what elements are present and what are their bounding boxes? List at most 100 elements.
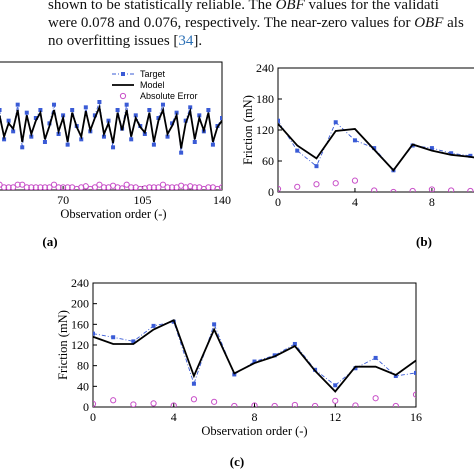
target-point xyxy=(373,355,378,360)
error-point xyxy=(164,184,171,190)
plot-frame xyxy=(92,282,417,408)
error-point xyxy=(190,396,198,403)
error-point xyxy=(428,186,436,192)
panel-label-b: (b) xyxy=(416,234,432,249)
y-tick-label: 180 xyxy=(256,92,274,106)
error-point xyxy=(467,187,474,192)
panel-label-a: (a) xyxy=(42,234,57,249)
error-point xyxy=(37,184,44,190)
x-tick-label: 0 xyxy=(275,195,281,209)
error-point xyxy=(332,397,339,404)
target-point xyxy=(174,110,179,115)
error-point xyxy=(372,395,379,402)
error-point xyxy=(412,391,416,398)
target-point xyxy=(142,132,147,136)
legend-item-label: Model xyxy=(140,80,165,90)
target-point xyxy=(0,108,2,112)
error-point xyxy=(28,184,35,190)
y-tick-label: 120 xyxy=(71,338,89,352)
chart-panel-c: 0 40 80 120 160 200 240 0 4 8 12 16 Observation orde… xyxy=(56,276,422,469)
target-point xyxy=(197,113,202,118)
citation-link[interactable]: 34 xyxy=(178,33,194,49)
error-point xyxy=(119,185,126,190)
error-point xyxy=(291,401,298,407)
paragraph-line-2c: als xyxy=(443,15,464,31)
error-point xyxy=(150,400,157,407)
error-point xyxy=(218,184,222,190)
error-point xyxy=(32,184,39,190)
target-point xyxy=(106,118,111,123)
target-point xyxy=(92,113,97,118)
target-point xyxy=(133,113,138,118)
y-tick-label: 80 xyxy=(77,359,89,373)
y-tick-label: 0 xyxy=(83,400,89,414)
target-point xyxy=(151,142,156,147)
target-point xyxy=(179,150,184,155)
x-axis-label: Observation order (-) xyxy=(60,207,166,221)
paragraph-line-1a: shown to be statistically reliable. The xyxy=(48,0,276,13)
error-point xyxy=(110,397,117,404)
target-point xyxy=(24,110,29,115)
x-tick-label: 70 xyxy=(57,193,69,207)
error-point xyxy=(5,184,12,190)
error-point xyxy=(294,183,301,190)
target-point xyxy=(314,164,319,169)
legend-error-marker xyxy=(119,92,127,100)
error-point xyxy=(50,181,58,188)
panel-label-c: (c) xyxy=(230,454,244,469)
plot-area xyxy=(93,318,416,407)
x-tick-label: 105 xyxy=(134,193,152,207)
target-point xyxy=(449,151,454,156)
target-point xyxy=(6,118,11,123)
y-tick-label: 40 xyxy=(77,379,89,393)
error-point xyxy=(137,185,144,190)
legend-target-marker xyxy=(121,72,125,76)
plot-frame xyxy=(277,67,474,193)
target-point xyxy=(97,100,102,104)
error-point xyxy=(271,402,278,407)
x-tick-label: 4 xyxy=(352,195,358,209)
target-point xyxy=(11,129,16,134)
paragraph-line-2: were 0.078 and 0.076, respectively. The … xyxy=(48,14,464,32)
y-tick-label: 120 xyxy=(256,123,274,137)
error-point xyxy=(100,184,108,190)
target-point xyxy=(188,105,193,110)
x-tick-label: 8 xyxy=(252,410,258,424)
target-point xyxy=(252,359,257,364)
error-point xyxy=(409,187,416,192)
y-tick-label: 200 xyxy=(71,297,89,311)
paragraph-line-1c: values for the validati xyxy=(304,0,439,13)
error-point xyxy=(46,184,53,190)
error-point xyxy=(0,184,8,190)
target-point xyxy=(52,102,57,107)
target-point xyxy=(333,120,338,125)
target-point xyxy=(115,108,120,112)
error-point xyxy=(313,181,320,188)
error-point xyxy=(371,187,378,192)
target-point xyxy=(429,146,434,151)
error-point xyxy=(130,401,137,407)
target-point xyxy=(272,353,277,358)
x-tick-label: 0 xyxy=(90,410,96,424)
series-model-line xyxy=(93,318,416,393)
error-point xyxy=(0,181,3,188)
target-point xyxy=(111,335,116,340)
x-tick-label: 8 xyxy=(429,195,435,209)
chart-panel-b: 0 60 120 180 240 0 4 8 Friction (mN) (b) xyxy=(241,61,474,249)
error-point xyxy=(251,402,258,407)
chart-panel-a: 70 105 140 Observation order (-) TargetModel… xyxy=(0,61,231,249)
target-point xyxy=(83,105,88,110)
target-point xyxy=(124,102,129,107)
error-point xyxy=(205,184,212,190)
series-target-line xyxy=(278,120,474,172)
error-point xyxy=(170,402,177,407)
error-point xyxy=(23,184,30,190)
target-point xyxy=(393,374,398,378)
error-point xyxy=(19,181,26,188)
plot-area xyxy=(0,100,222,190)
error-point xyxy=(150,184,157,190)
target-point xyxy=(111,145,116,150)
y-axis-label: Friction (mN) xyxy=(56,310,70,380)
error-point xyxy=(332,180,339,187)
target-point xyxy=(38,108,43,112)
